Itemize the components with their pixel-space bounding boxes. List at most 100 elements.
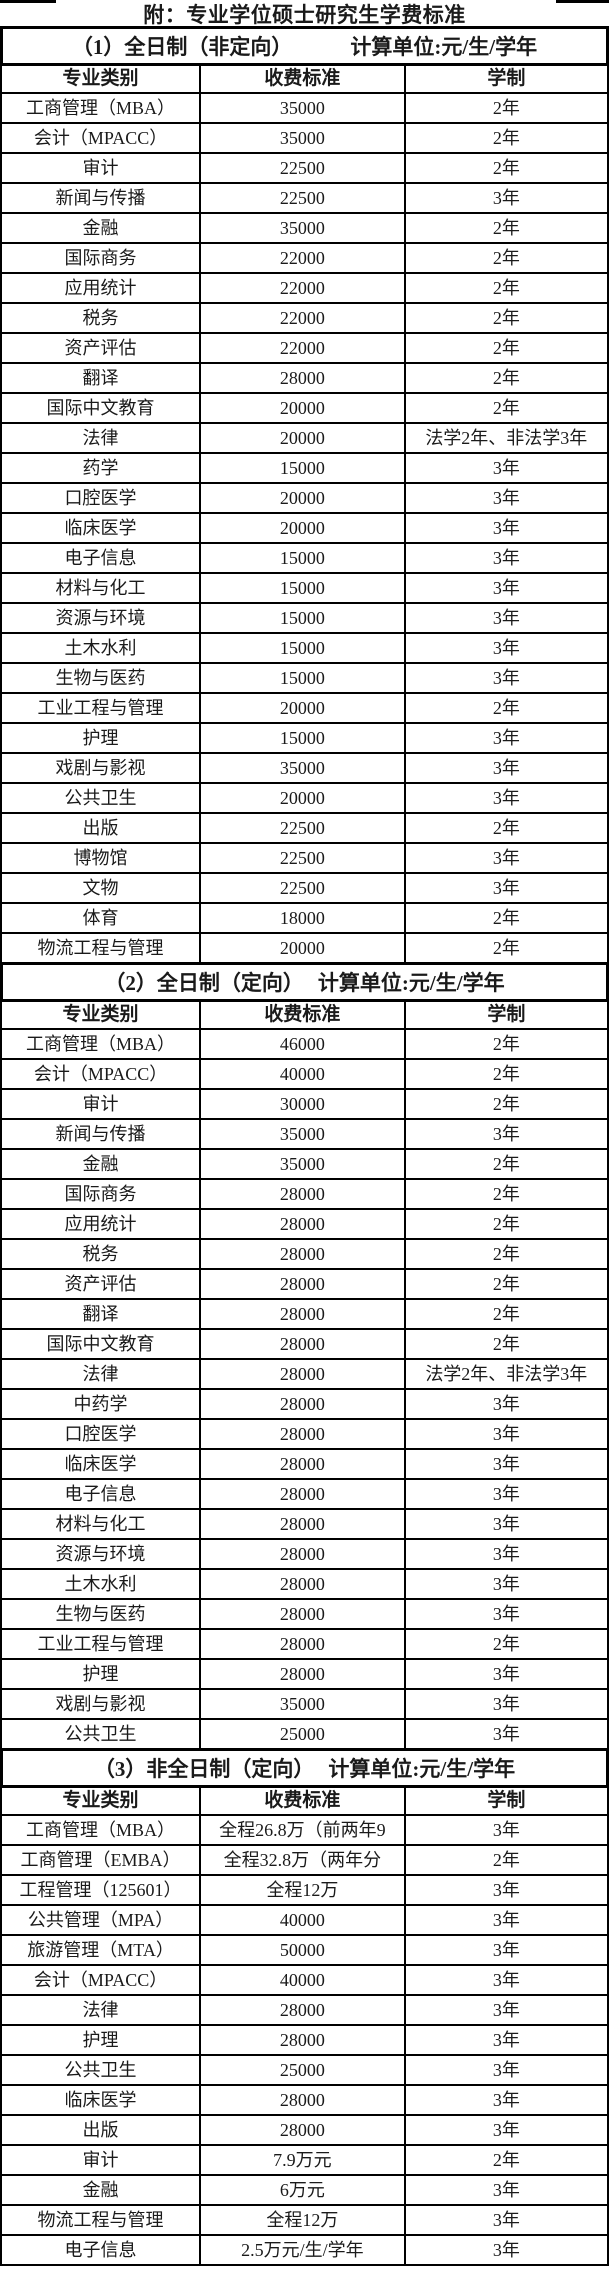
table-row: 土木水利 15000 3年 xyxy=(0,632,609,664)
duration-cell: 3年 xyxy=(403,752,609,784)
duration-cell: 2年 xyxy=(403,1844,609,1876)
table-row: 应用统计 28000 2年 xyxy=(0,1208,609,1240)
section-heading-unit: 计算单位:元/生/学年 xyxy=(317,971,505,995)
table-row: 材料与化工 28000 3年 xyxy=(0,1508,609,1540)
table-row: 公共卫生 25000 3年 xyxy=(0,2054,609,2086)
duration-cell: 2年 xyxy=(403,362,609,394)
table-row: 护理 28000 3年 xyxy=(0,1658,609,1690)
table-row: 临床医学 20000 3年 xyxy=(0,512,609,544)
duration-cell: 2年 xyxy=(403,812,609,844)
fee-cell: 15000 xyxy=(199,662,406,694)
duration-cell: 2年 xyxy=(403,332,609,364)
duration-cell: 3年 xyxy=(403,572,609,604)
fee-cell: 35000 xyxy=(199,752,406,784)
table-header-row: 专业类别 收费标准 学制 xyxy=(0,1786,609,1816)
table-row: 戏剧与影视 35000 3年 xyxy=(0,1688,609,1720)
specialty-cell: 材料与化工 xyxy=(0,572,202,604)
duration-cell: 2年 xyxy=(403,1178,609,1210)
specialty-cell: 审计 xyxy=(0,2144,202,2176)
fee-cell: 28000 xyxy=(199,1358,406,1390)
fee-cell: 28000 xyxy=(199,1538,406,1570)
table-row: 法律 20000 法学2年、非法学3年 xyxy=(0,422,609,454)
table-row: 金融 35000 2年 xyxy=(0,212,609,244)
table-row: 审计 30000 2年 xyxy=(0,1088,609,1120)
fee-cell: 30000 xyxy=(199,1088,406,1120)
specialty-cell: 国际商务 xyxy=(0,242,202,274)
fee-cell: 22500 xyxy=(199,152,406,184)
table-row: 翻译 28000 2年 xyxy=(0,362,609,394)
table-row: 物流工程与管理 20000 2年 xyxy=(0,932,609,964)
table-row: 金融 6万元 3年 xyxy=(0,2174,609,2206)
specialty-cell: 国际中文教育 xyxy=(0,1328,202,1360)
table-row: 中药学 28000 3年 xyxy=(0,1388,609,1420)
specialty-cell: 审计 xyxy=(0,1088,202,1120)
duration-cell: 2年 xyxy=(403,1148,609,1180)
duration-cell: 3年 xyxy=(403,1964,609,1996)
duration-cell: 3年 xyxy=(403,1688,609,1720)
table-row: 生物与医药 28000 3年 xyxy=(0,1598,609,1630)
specialty-cell: 文物 xyxy=(0,872,202,904)
specialty-cell: 公共卫生 xyxy=(0,2054,202,2086)
fee-cell: 28000 xyxy=(199,1448,406,1480)
duration-cell: 3年 xyxy=(403,482,609,514)
specialty-cell: 公共卫生 xyxy=(0,1718,202,1750)
fee-cell: 2.5万元/生/学年 xyxy=(199,2234,406,2266)
specialty-cell: 戏剧与影视 xyxy=(0,1688,202,1720)
specialty-cell: 戏剧与影视 xyxy=(0,752,202,784)
duration-cell: 3年 xyxy=(403,2114,609,2146)
tuition-table: 专业类别 收费标准 学制 工商管理（MBA） 全程26.8万（前两年9 3年 工商管理… xyxy=(0,1786,609,2266)
table-row: 公共卫生 25000 3年 xyxy=(0,1718,609,1750)
specialty-cell: 护理 xyxy=(0,2024,202,2056)
table-row: 翻译 28000 2年 xyxy=(0,1298,609,1330)
specialty-cell: 国际中文教育 xyxy=(0,392,202,424)
table-row: 公共卫生 20000 3年 xyxy=(0,782,609,814)
specialty-cell: 口腔医学 xyxy=(0,1418,202,1450)
fee-cell: 22000 xyxy=(199,332,406,364)
duration-cell: 3年 xyxy=(403,1994,609,2026)
specialty-cell: 工业工程与管理 xyxy=(0,1628,202,1660)
table-row: 新闻与传播 22500 3年 xyxy=(0,182,609,214)
specialty-cell: 翻译 xyxy=(0,1298,202,1330)
duration-cell: 2年 xyxy=(403,1328,609,1360)
specialty-cell: 审计 xyxy=(0,152,202,184)
duration-cell: 3年 xyxy=(403,2174,609,2206)
section-fulltime-nondirected: （1）全日制（非定向） 计算单位:元/生/学年 专业类别 收费标准 学制 工商管… xyxy=(0,26,609,964)
fee-cell: 20000 xyxy=(199,512,406,544)
fee-cell: 28000 xyxy=(199,1208,406,1240)
duration-cell: 3年 xyxy=(403,182,609,214)
table-row: 文物 22500 3年 xyxy=(0,872,609,904)
duration-cell: 3年 xyxy=(403,1598,609,1630)
table-row: 材料与化工 15000 3年 xyxy=(0,572,609,604)
fee-cell: 28000 xyxy=(199,1418,406,1450)
column-header-fee: 收费标准 xyxy=(199,1000,406,1030)
duration-cell: 3年 xyxy=(403,782,609,814)
table-row: 工商管理（MBA） 46000 2年 xyxy=(0,1028,609,1060)
table-row: 口腔医学 20000 3年 xyxy=(0,482,609,514)
tuition-table: 专业类别 收费标准 学制 工商管理（MBA） 35000 2年 会计（MPACC） 35… xyxy=(0,64,609,964)
duration-cell: 3年 xyxy=(403,662,609,694)
table-row: 临床医学 28000 3年 xyxy=(0,1448,609,1480)
table-row: 旅游管理（MTA） 50000 3年 xyxy=(0,1934,609,1966)
table-row: 土木水利 28000 3年 xyxy=(0,1568,609,1600)
column-header-specialty: 专业类别 xyxy=(0,1000,202,1030)
duration-cell: 3年 xyxy=(403,1874,609,1906)
table-row: 工商管理（EMBA） 全程32.8万（两年分 2年 xyxy=(0,1844,609,1876)
table-row: 博物馆 22500 3年 xyxy=(0,842,609,874)
duration-cell: 法学2年、非法学3年 xyxy=(403,1358,609,1390)
specialty-cell: 工商管理（MBA） xyxy=(0,1814,202,1846)
table-row: 资源与环境 28000 3年 xyxy=(0,1538,609,1570)
specialty-cell: 税务 xyxy=(0,302,202,334)
specialty-cell: 材料与化工 xyxy=(0,1508,202,1540)
specialty-cell: 工业工程与管理 xyxy=(0,692,202,724)
specialty-cell: 临床医学 xyxy=(0,1448,202,1480)
specialty-cell: 旅游管理（MTA） xyxy=(0,1934,202,1966)
specialty-cell: 法律 xyxy=(0,1994,202,2026)
column-header-fee: 收费标准 xyxy=(199,64,406,94)
fee-cell: 35000 xyxy=(199,92,406,124)
fee-cell: 28000 xyxy=(199,1298,406,1330)
fee-cell: 7.9万元 xyxy=(199,2144,406,2176)
table-row: 应用统计 22000 2年 xyxy=(0,272,609,304)
duration-cell: 3年 xyxy=(403,1508,609,1540)
duration-cell: 3年 xyxy=(403,1718,609,1750)
fee-cell: 28000 xyxy=(199,1328,406,1360)
